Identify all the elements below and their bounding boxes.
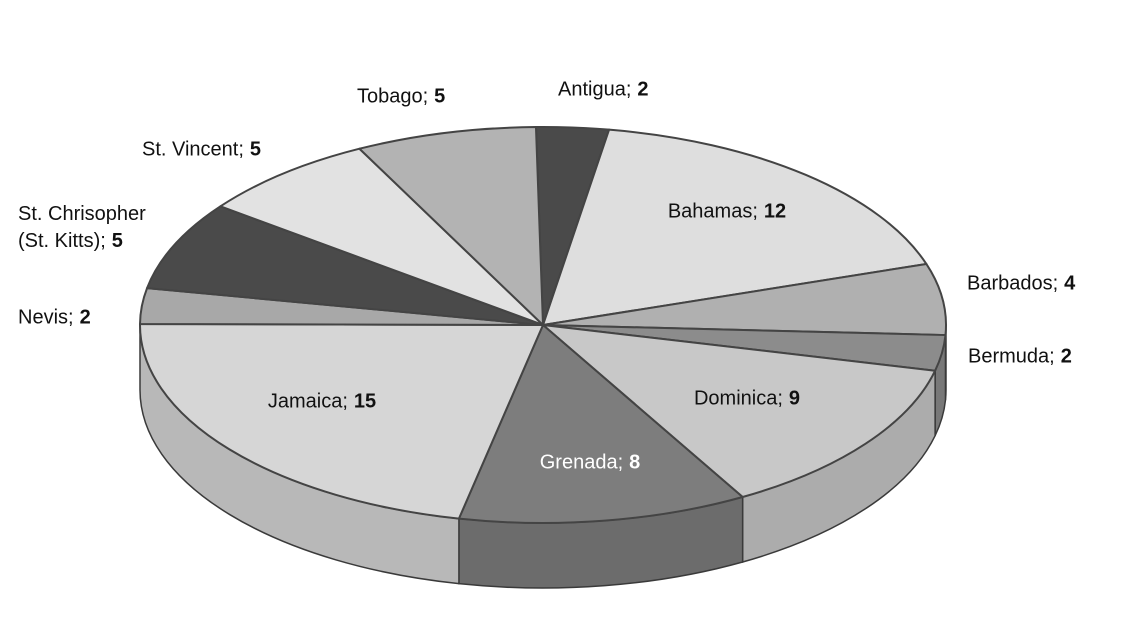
category-name: Antigua; xyxy=(558,78,632,101)
pie-slice xyxy=(457,324,744,524)
value-label: 5 xyxy=(111,230,123,252)
value-label: 9 xyxy=(788,387,801,410)
pie-slice xyxy=(146,205,544,326)
slice-label: Antigua; 2 xyxy=(558,77,649,104)
category-name: Tobago; xyxy=(357,85,429,108)
pie-slice xyxy=(542,262,947,337)
value-label: 5 xyxy=(434,85,446,108)
slice-label: Nevis; 2 xyxy=(18,305,91,332)
category-name: Jamaica; xyxy=(267,390,348,413)
value-label: 4 xyxy=(1064,272,1076,295)
slice-label: Tobago; 5 xyxy=(357,84,445,111)
slice-label: Barbados; 4 xyxy=(967,271,1075,298)
value-label: 2 xyxy=(79,306,91,329)
slice-label: Grenada; 8 xyxy=(540,450,641,477)
slice-label: Bermuda; 2 xyxy=(968,344,1072,371)
slice-label: Bahamas; 12 xyxy=(668,199,786,226)
pie-slice xyxy=(542,324,937,498)
category-name: Bermuda; xyxy=(968,345,1055,368)
value-label: 15 xyxy=(353,390,377,413)
category-name: St. Chrisopher (St. Kitts); xyxy=(18,203,146,252)
category-name: Grenada; xyxy=(539,451,624,474)
category-name: Bahamas; xyxy=(667,200,758,223)
value-label: 2 xyxy=(1060,345,1072,368)
category-name: Barbados; xyxy=(967,272,1059,295)
pie-slice xyxy=(139,322,544,520)
slice-label: St. Chrisopher (St. Kitts); 5 xyxy=(18,201,146,255)
slice-label: Dominica; 9 xyxy=(694,386,800,413)
value-label: 2 xyxy=(637,78,649,101)
slice-label: Jamaica; 15 xyxy=(268,389,376,416)
value-label: 5 xyxy=(249,138,262,161)
category-name: St. Vincent; xyxy=(142,138,244,161)
pie-sides xyxy=(139,324,947,589)
category-name: Nevis; xyxy=(18,306,74,329)
pie-slice xyxy=(219,147,544,326)
value-label: 12 xyxy=(763,200,787,223)
pie-slice xyxy=(542,128,928,326)
category-name: Dominica; xyxy=(693,387,783,410)
slice-label: St. Vincent; 5 xyxy=(142,137,261,164)
pie-tops xyxy=(139,126,947,524)
pie-slice xyxy=(358,126,544,326)
value-label: 8 xyxy=(629,451,641,474)
